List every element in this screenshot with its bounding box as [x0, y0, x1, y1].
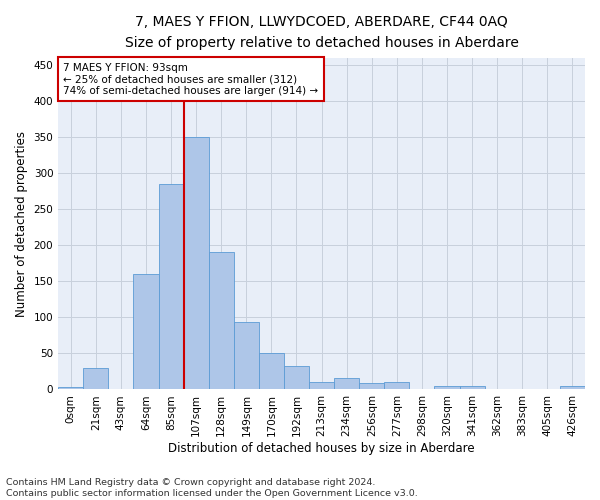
Bar: [259, 354, 284, 390]
Bar: [58, 388, 83, 390]
Bar: [510, 388, 535, 390]
Bar: [184, 137, 209, 390]
Y-axis label: Number of detached properties: Number of detached properties: [15, 130, 28, 316]
Bar: [309, 382, 334, 390]
Bar: [133, 274, 158, 390]
Bar: [560, 386, 585, 390]
Bar: [434, 386, 460, 390]
Bar: [209, 252, 234, 390]
Text: 7 MAES Y FFION: 93sqm
← 25% of detached houses are smaller (312)
74% of semi-det: 7 MAES Y FFION: 93sqm ← 25% of detached …: [64, 62, 319, 96]
Bar: [359, 383, 385, 390]
Bar: [460, 386, 485, 390]
Bar: [334, 378, 359, 390]
Title: 7, MAES Y FFION, LLWYDCOED, ABERDARE, CF44 0AQ
Size of property relative to deta: 7, MAES Y FFION, LLWYDCOED, ABERDARE, CF…: [125, 15, 518, 50]
Bar: [158, 184, 184, 390]
Bar: [83, 368, 109, 390]
Bar: [284, 366, 309, 390]
X-axis label: Distribution of detached houses by size in Aberdare: Distribution of detached houses by size …: [168, 442, 475, 455]
Text: Contains HM Land Registry data © Crown copyright and database right 2024.
Contai: Contains HM Land Registry data © Crown c…: [6, 478, 418, 498]
Bar: [234, 322, 259, 390]
Bar: [385, 382, 409, 390]
